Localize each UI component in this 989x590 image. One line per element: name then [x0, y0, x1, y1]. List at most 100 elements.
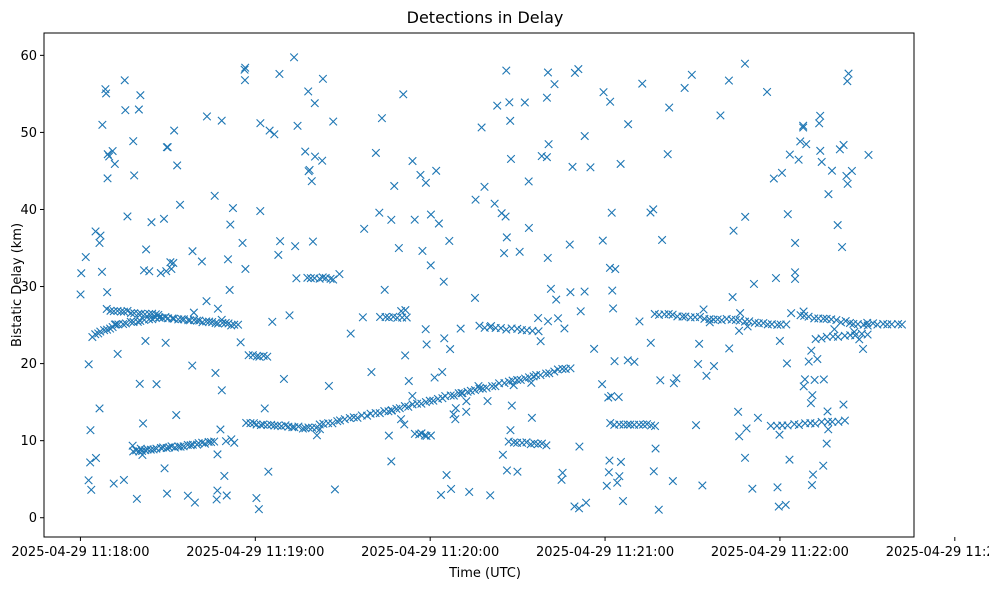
data-point: [743, 322, 752, 331]
data-point: [129, 136, 138, 146]
data-point: [498, 450, 508, 459]
data-point: [408, 391, 417, 401]
data-point: [221, 318, 230, 328]
data-point: [166, 258, 175, 267]
data-point: [604, 468, 614, 477]
data-point: [537, 151, 546, 161]
data-point: [440, 334, 449, 343]
data-point: [657, 235, 667, 245]
data-point: [330, 485, 340, 494]
data-point: [605, 456, 614, 465]
y-tick-label: 0: [29, 511, 37, 526]
data-point: [303, 273, 312, 282]
data-point: [256, 206, 265, 216]
data-point: [147, 218, 156, 227]
data-point: [557, 475, 566, 485]
data-point: [154, 310, 163, 320]
data-point: [333, 416, 342, 426]
data-point: [188, 361, 197, 370]
data-point: [499, 248, 509, 258]
data-point: [574, 504, 584, 513]
data-point: [623, 356, 632, 365]
data-point: [570, 502, 579, 511]
data-point: [390, 181, 399, 191]
data-point: [375, 208, 384, 217]
data-point: [445, 344, 455, 354]
data-point: [771, 273, 781, 283]
data-point: [850, 327, 859, 337]
data-point: [799, 382, 808, 391]
data-point: [220, 471, 229, 481]
data-point: [475, 384, 484, 393]
data-point: [470, 293, 480, 303]
data-point: [597, 379, 607, 389]
data-point: [513, 467, 522, 476]
data-point: [149, 445, 158, 454]
data-point: [118, 319, 128, 329]
data-point: [668, 310, 677, 319]
data-point: [843, 179, 852, 188]
data-point: [580, 131, 589, 141]
data-point: [802, 140, 811, 149]
data-point: [451, 414, 460, 424]
y-tick-label: 50: [20, 126, 37, 141]
data-point: [77, 269, 86, 278]
data-point: [687, 70, 697, 80]
data-point: [120, 76, 129, 85]
data-point: [773, 320, 782, 329]
data-point: [310, 99, 319, 108]
data-point: [329, 117, 338, 126]
data-point: [404, 402, 413, 411]
data-point: [698, 481, 707, 490]
data-point: [429, 396, 438, 405]
data-point: [524, 177, 533, 186]
data-point: [816, 146, 825, 156]
data-point: [141, 245, 151, 254]
data-point: [445, 236, 454, 246]
data-point: [177, 314, 186, 324]
data-point: [840, 416, 850, 425]
data-point: [346, 329, 355, 338]
data-point: [742, 424, 751, 433]
data-point: [729, 226, 738, 235]
data-point: [304, 87, 313, 96]
y-tick-label: 20: [20, 357, 37, 372]
data-point: [733, 407, 743, 417]
data-point: [154, 313, 164, 322]
data-point: [887, 320, 896, 329]
plot-frame: [43, 32, 915, 538]
data-point: [833, 220, 842, 230]
data-point: [542, 152, 552, 162]
data-point: [822, 332, 832, 341]
data-point: [410, 215, 419, 224]
data-point: [270, 421, 279, 430]
data-point: [228, 203, 238, 213]
data-point: [110, 320, 120, 329]
data-point: [439, 277, 448, 286]
data-point: [634, 420, 644, 429]
data-point: [111, 320, 121, 329]
data-point: [626, 420, 635, 429]
data-point: [293, 121, 302, 130]
data-point: [774, 502, 783, 511]
data-point: [95, 238, 104, 248]
data-point: [773, 483, 782, 492]
y-axis-title: Bistatic Delay (km): [10, 223, 25, 347]
data-point: [649, 467, 658, 476]
data-point: [96, 231, 105, 240]
data-point: [702, 371, 711, 381]
data-point: [834, 417, 843, 426]
data-point: [426, 261, 435, 270]
data-point: [735, 432, 744, 441]
data-point: [807, 480, 817, 490]
data-point: [709, 361, 719, 371]
data-point: [244, 351, 253, 360]
data-point: [527, 413, 537, 423]
data-point: [217, 386, 226, 395]
data-point: [76, 290, 85, 299]
data-point: [202, 296, 211, 306]
data-point: [212, 495, 221, 504]
data-point: [109, 306, 119, 316]
data-point: [84, 360, 93, 369]
x-tick-label: 2025-04-29 11:23:00: [886, 545, 989, 560]
